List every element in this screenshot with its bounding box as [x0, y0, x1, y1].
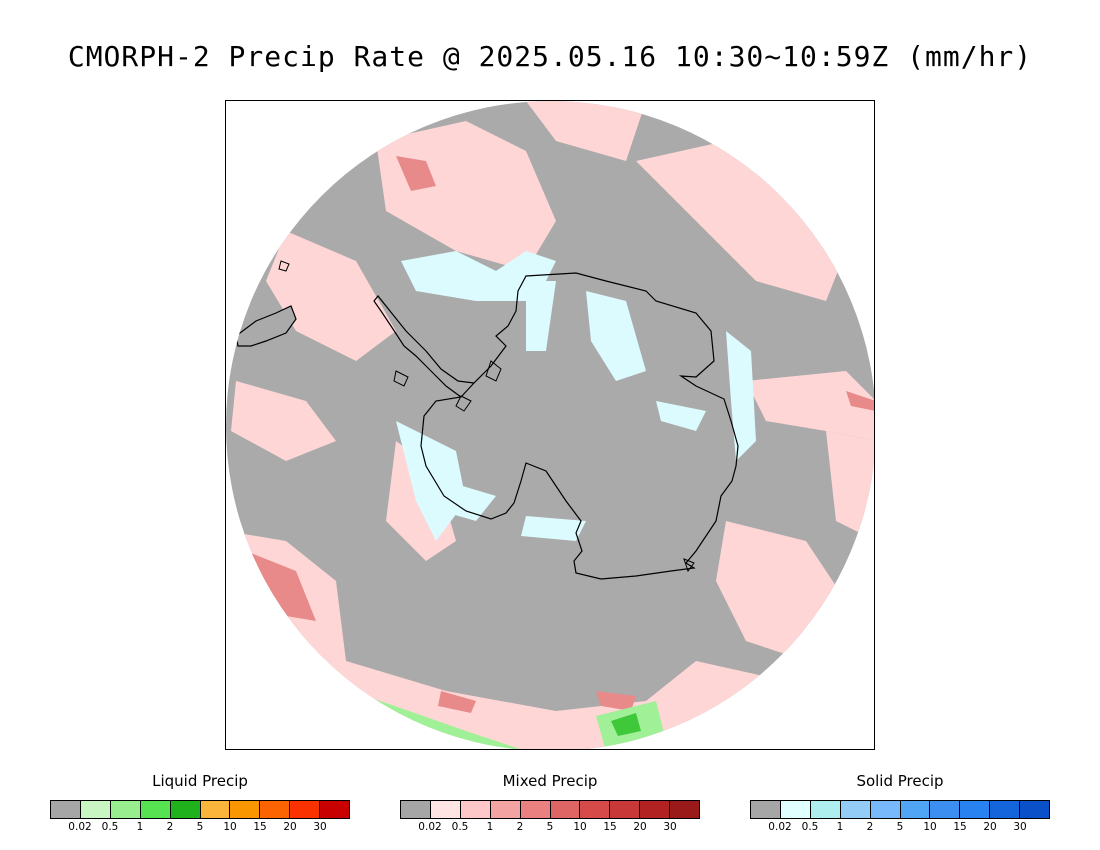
island-coastlines	[393, 360, 695, 573]
legend-swatch	[290, 801, 321, 818]
legend-swatch	[870, 801, 901, 818]
legend-tick-label: 10	[223, 821, 237, 833]
legend-swatch	[930, 801, 961, 818]
legend-tick-label: 0.5	[451, 821, 469, 833]
legend-swatch	[51, 801, 81, 818]
map-title: CMORPH-2 Precip Rate @ 2025.05.16 10:30~…	[67, 40, 1033, 73]
legend-swatch	[170, 801, 201, 818]
legend-liquid: Liquid Precip 0.02 0.5 1 2 5 10 15 20 30	[50, 772, 350, 833]
falklands-coastline	[278, 260, 290, 272]
legend-tick-label: 15	[953, 821, 967, 833]
solid-precip-areas	[396, 251, 756, 541]
mixed-precip-heavy	[246, 156, 874, 713]
legend-tick-label: 5	[546, 821, 554, 833]
legend-mixed: Mixed Precip 0.02 0.5 1 2 5 10 15 20 30	[400, 772, 700, 833]
legend-swatch	[640, 801, 671, 818]
legend-tick-label: 1	[836, 821, 844, 833]
legend-swatch	[960, 801, 991, 818]
legend-tick-label: 2	[516, 821, 524, 833]
legend-tick-label: 0.02	[418, 821, 442, 833]
color-bar	[50, 800, 350, 819]
legend-swatch	[780, 801, 811, 818]
legend-swatch	[260, 801, 291, 818]
legend-swatch	[80, 801, 111, 818]
antarctica-coastline	[420, 272, 739, 580]
legend-swatch	[810, 801, 841, 818]
tick-labels: 0.02 0.5 1 2 5 10 15 20 30	[400, 819, 700, 833]
legend-tick-label: 2	[866, 821, 874, 833]
legend-tick-label: 10	[923, 821, 937, 833]
legend-tick-label: 1	[486, 821, 494, 833]
legend-swatch	[460, 801, 491, 818]
legend-swatch	[580, 801, 611, 818]
legend-title: Mixed Precip	[502, 772, 598, 790]
antarctic-peninsula-coastline	[373, 295, 475, 398]
legend-swatch	[990, 801, 1021, 818]
legend-tick-label: 0.02	[68, 821, 92, 833]
legend-swatch	[140, 801, 171, 818]
legend-swatch	[110, 801, 141, 818]
legend-tick-label: 2	[166, 821, 174, 833]
legend-tick-label: 0.02	[768, 821, 792, 833]
legend-swatch	[550, 801, 581, 818]
globe-disk	[226, 101, 874, 749]
legend-tick-label: 20	[633, 821, 647, 833]
legend-swatch	[320, 801, 350, 818]
legend-swatch	[520, 801, 551, 818]
precip-map	[226, 101, 874, 749]
liquid-precip-heavy	[611, 713, 641, 736]
legend-tick-label: 30	[313, 821, 327, 833]
legend-swatch	[490, 801, 521, 818]
legend-tick-label: 5	[896, 821, 904, 833]
legend-swatch	[751, 801, 781, 818]
legend-tick-label: 10	[573, 821, 587, 833]
legend-tick-label: 0.5	[801, 821, 819, 833]
legend-tick-label: 15	[603, 821, 617, 833]
legend-title: Solid Precip	[856, 772, 944, 790]
tick-labels: 0.02 0.5 1 2 5 10 15 20 30	[50, 819, 350, 833]
legend-swatch	[900, 801, 931, 818]
legend-swatch	[670, 801, 700, 818]
tick-labels: 0.02 0.5 1 2 5 10 15 20 30	[750, 819, 1050, 833]
legend-swatch	[401, 801, 431, 818]
map-frame	[225, 100, 875, 750]
legend-title: Liquid Precip	[152, 772, 248, 790]
legend-swatch	[610, 801, 641, 818]
legend-solid: Solid Precip 0.02 0.5 1 2 5 10 15 20 30	[750, 772, 1050, 833]
legend-swatch	[230, 801, 261, 818]
legend-tick-label: 0.5	[101, 821, 119, 833]
color-bar	[400, 800, 700, 819]
legend-tick-label: 20	[983, 821, 997, 833]
legend-tick-label: 20	[283, 821, 297, 833]
legend-swatch	[1020, 801, 1050, 818]
south-america-coastline	[235, 305, 297, 347]
legend-tick-label: 5	[196, 821, 204, 833]
legend-swatch	[430, 801, 461, 818]
legend-tick-label: 15	[253, 821, 267, 833]
legend-tick-label: 1	[136, 821, 144, 833]
legend-swatch	[840, 801, 871, 818]
color-bar	[750, 800, 1050, 819]
legend-tick-label: 30	[663, 821, 677, 833]
legend-swatch	[200, 801, 231, 818]
legend-tick-label: 30	[1013, 821, 1027, 833]
